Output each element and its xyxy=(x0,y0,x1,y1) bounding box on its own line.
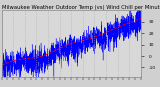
Text: Milwaukee Weather Outdoor Temp (vs) Wind Chill per Minute (Last 24 Hours): Milwaukee Weather Outdoor Temp (vs) Wind… xyxy=(2,5,160,10)
